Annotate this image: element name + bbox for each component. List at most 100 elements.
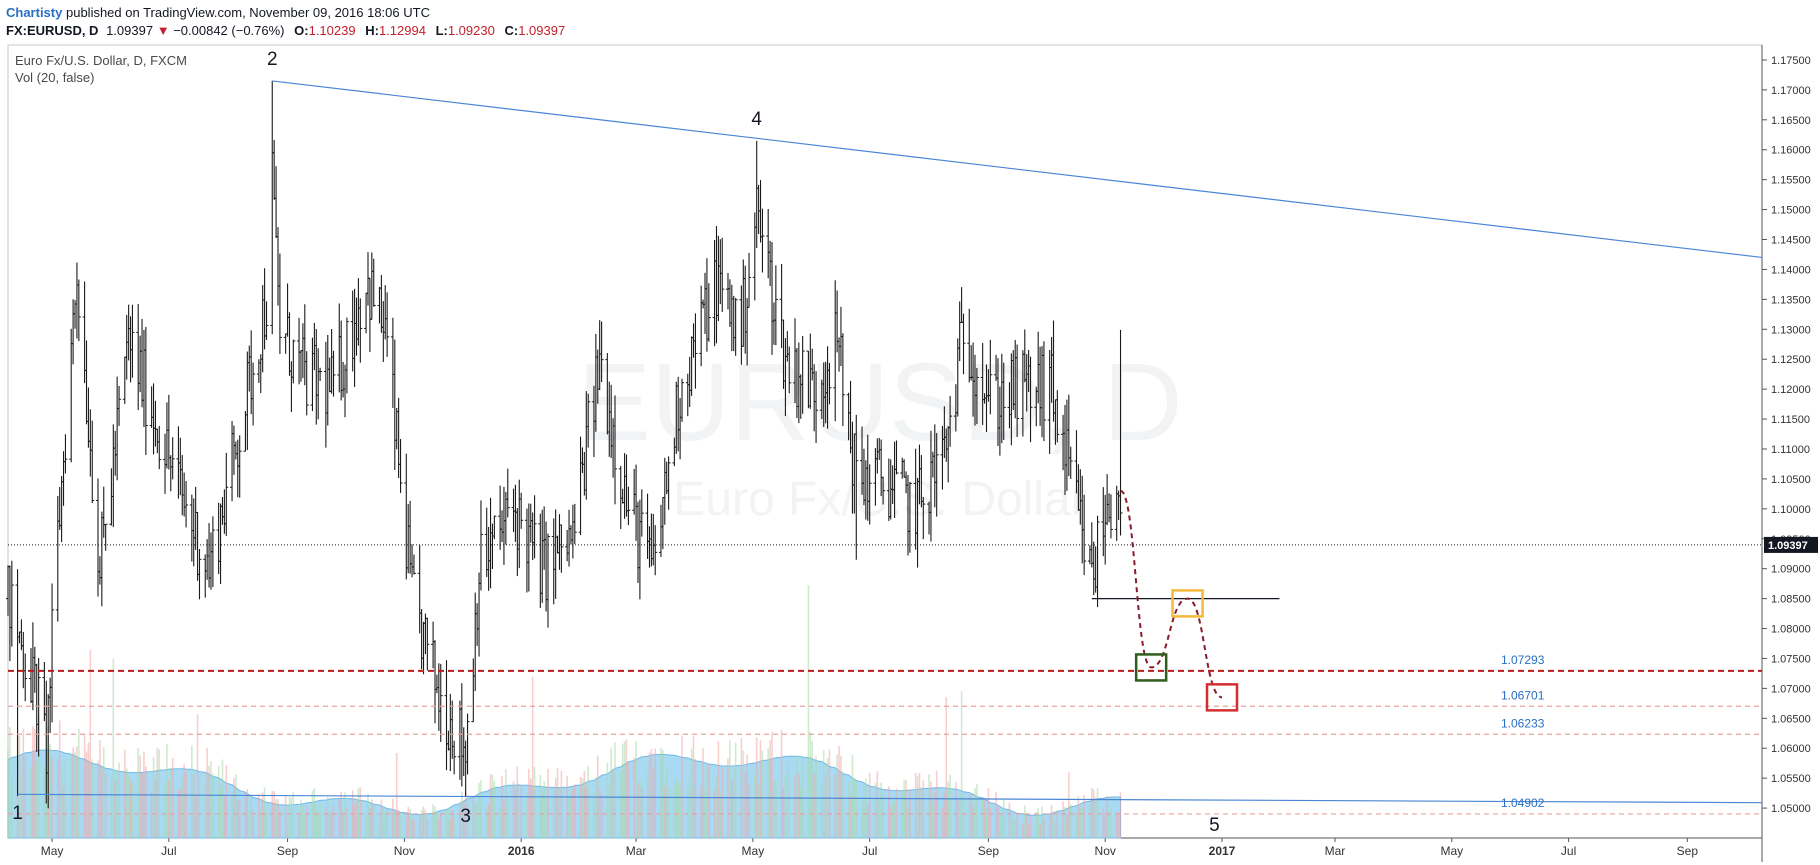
volume-bar <box>688 779 691 838</box>
volume-bar <box>641 787 643 838</box>
volume-bar <box>933 792 936 838</box>
volume-bar <box>840 755 842 838</box>
volume-bar <box>191 745 193 838</box>
volume-bar <box>141 773 143 838</box>
volume-bar <box>225 765 228 838</box>
volume-bar <box>118 762 120 838</box>
volume-bar <box>399 813 402 838</box>
trendline <box>17 793 1763 804</box>
volume-bar <box>493 781 496 838</box>
volume-bar <box>83 733 86 838</box>
volume-bar <box>595 777 597 838</box>
volume-bar <box>811 740 814 838</box>
wave-label: 2 <box>267 49 278 70</box>
volume-bar <box>265 809 268 838</box>
volume-bar <box>878 798 881 838</box>
y-tick-label: 1.05000 <box>1771 803 1811 815</box>
author-link[interactable]: Chartisty <box>6 5 63 20</box>
volume-bar <box>677 781 679 838</box>
volume-bar <box>1014 819 1017 838</box>
volume-bar <box>259 811 262 838</box>
volume-bar <box>380 799 383 838</box>
volume-bar <box>506 796 509 838</box>
volume-bar <box>849 795 852 838</box>
volume-bar <box>989 808 992 838</box>
volume-bar <box>43 769 46 838</box>
volume-bar <box>889 806 892 838</box>
watermark-symbol: EURUSD, D <box>577 341 1182 464</box>
y-tick-label: 1.07000 <box>1771 683 1811 695</box>
volume-bar <box>621 743 624 838</box>
volume-bar <box>37 717 40 838</box>
volume-bar <box>775 781 777 838</box>
volume-bar <box>206 747 208 838</box>
volume-bar <box>164 784 166 838</box>
volume-bar <box>9 727 11 838</box>
volume-bar <box>813 773 815 838</box>
volume-bar <box>371 799 373 838</box>
volume-bar <box>1066 814 1068 838</box>
legend-volume: Vol (20, false) <box>15 70 95 85</box>
volume-bar <box>112 658 115 838</box>
volume-bar <box>30 767 32 838</box>
volume-bar <box>87 742 90 838</box>
volume-bar <box>365 814 367 838</box>
volume-bar <box>581 778 584 838</box>
volume-bar <box>248 810 251 838</box>
x-tick-label: Jul <box>862 844 877 858</box>
volume-bar <box>828 749 831 838</box>
volume-bar <box>932 804 934 838</box>
volume-bar <box>740 737 743 838</box>
volume-bar <box>1069 804 1072 838</box>
volume-bar <box>275 799 277 838</box>
volume-bar <box>863 785 865 838</box>
volume-bar <box>798 774 800 838</box>
volume-bar <box>97 760 99 838</box>
volume-bar <box>355 801 358 838</box>
volume-bar <box>150 791 153 838</box>
volume-bar <box>744 771 747 838</box>
volume-bar <box>782 787 785 838</box>
volume-bar <box>914 773 917 838</box>
volume-bar <box>579 776 582 838</box>
volume-bar <box>855 781 858 838</box>
volume-bar <box>1002 799 1005 838</box>
volume-bar <box>198 778 201 838</box>
x-tick-label: Mar <box>1325 844 1346 858</box>
volume-bar <box>985 809 988 838</box>
volume-bar <box>566 775 568 838</box>
volume-bar <box>851 755 854 838</box>
volume-bar <box>903 779 905 838</box>
x-tick-label: 2016 <box>508 844 535 858</box>
volume-bar <box>995 791 997 838</box>
y-tick-label: 1.09000 <box>1771 564 1811 576</box>
volume-bar <box>853 778 856 838</box>
volume-bar <box>131 781 134 838</box>
volume-bar <box>976 784 978 838</box>
volume-bar <box>474 802 477 838</box>
volume-bar <box>192 775 195 838</box>
volume-bar <box>708 764 710 838</box>
volume-bar <box>1016 812 1018 838</box>
volume-bar <box>386 808 388 838</box>
volume-bar <box>882 793 884 838</box>
volume-bar <box>753 774 756 838</box>
volume-bar <box>987 788 990 838</box>
volume-bar <box>660 747 662 838</box>
volume-bar <box>62 786 65 838</box>
volume-bar <box>1043 818 1045 838</box>
volume-bar <box>405 817 408 838</box>
volume-bar <box>1102 808 1105 838</box>
last-price: 1.09397 <box>106 23 154 38</box>
volume-bar <box>1041 806 1043 838</box>
volume-bar <box>922 780 925 838</box>
volume-bar <box>342 813 344 838</box>
x-tick-label: May <box>41 844 64 858</box>
volume-bar <box>32 725 34 838</box>
volume-bar <box>556 768 559 838</box>
volume-bar <box>947 781 949 838</box>
volume-bar <box>466 795 469 838</box>
volume-bar <box>945 696 948 838</box>
wave-label: 4 <box>751 109 762 130</box>
